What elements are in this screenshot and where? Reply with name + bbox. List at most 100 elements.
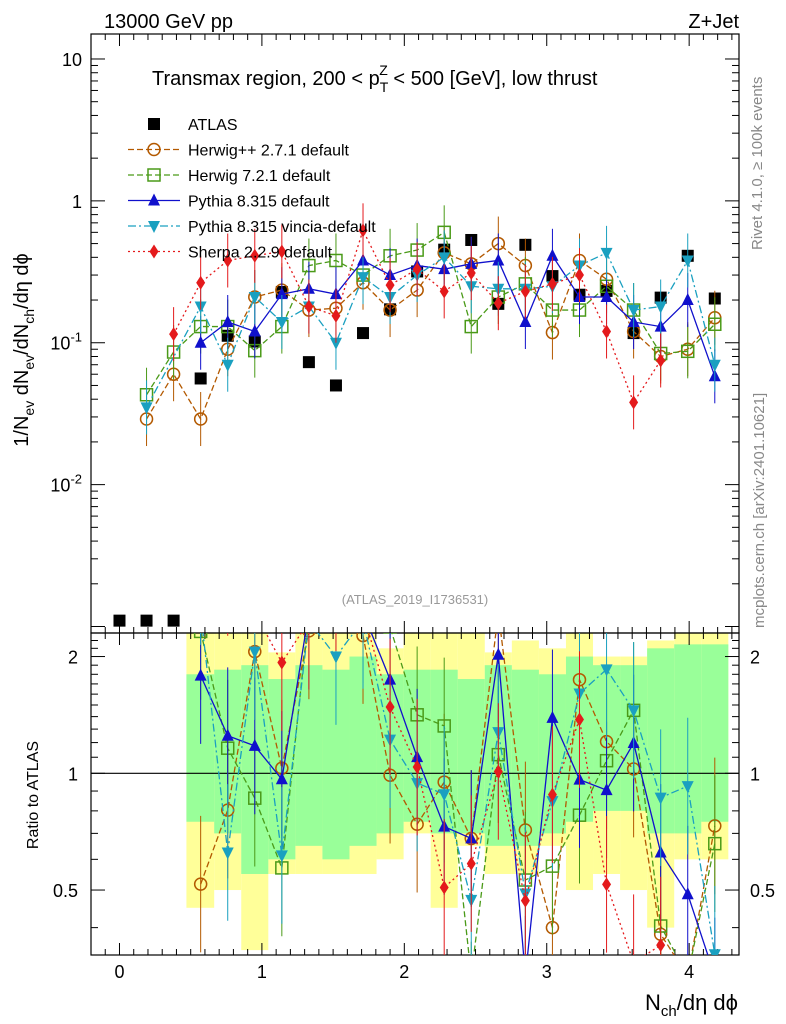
x-tick-label: 2 xyxy=(399,962,409,982)
ratio-point xyxy=(303,605,315,617)
data-point xyxy=(329,379,342,392)
series-line xyxy=(145,231,716,396)
legend-marker xyxy=(149,244,159,259)
legend-entry: ATLAS xyxy=(148,117,238,134)
x-tick-label: 1 xyxy=(257,962,267,982)
data-point xyxy=(680,344,695,359)
y-tick-label: 10-2 xyxy=(50,472,82,496)
data-point xyxy=(656,353,666,368)
series-line xyxy=(145,242,716,421)
ratio-point xyxy=(357,615,369,627)
data-point xyxy=(385,278,395,293)
legend-marker xyxy=(148,221,160,233)
legend-marker xyxy=(147,142,161,157)
ratio-point xyxy=(492,647,505,660)
data-point xyxy=(275,287,288,300)
title-sub: T xyxy=(380,79,389,95)
ratio-point xyxy=(331,605,340,619)
x-axis-label: Nch/dη dϕ xyxy=(645,990,738,1020)
ratio-point xyxy=(709,969,721,981)
y-tick-label: 1 xyxy=(72,192,82,212)
legend-marker xyxy=(148,193,160,206)
data-point xyxy=(493,296,503,311)
ratio-point xyxy=(574,712,584,727)
ratio-point xyxy=(547,787,557,802)
ratio-point xyxy=(465,970,477,982)
title-sup: Z xyxy=(379,62,388,78)
data-point xyxy=(629,395,639,410)
x-tick-label: 0 xyxy=(114,962,124,982)
ratio-point xyxy=(359,605,368,619)
data-series xyxy=(113,203,722,982)
y-tick-exponent: -1 xyxy=(70,330,82,345)
data-point xyxy=(654,301,667,314)
series-line xyxy=(200,254,716,377)
ratio-point xyxy=(708,949,721,955)
data-point xyxy=(466,266,476,281)
header-right: Z+Jet xyxy=(688,11,739,33)
legend: ATLAS Herwig++ 2.7.1 default Herwig 7.2.1 … xyxy=(128,117,376,262)
ratio-frame xyxy=(90,632,740,956)
ratio-point xyxy=(466,856,476,871)
analysis-id: (ATLAS_2019_I1736531) xyxy=(342,592,488,607)
data-point xyxy=(140,402,153,415)
ratio-uncertainty-bands xyxy=(186,633,729,951)
ratio-line xyxy=(200,633,716,955)
ratio-tick-label-right: 1 xyxy=(750,764,760,784)
ratio-line xyxy=(200,633,716,955)
data-point xyxy=(113,614,126,627)
data-point xyxy=(708,359,721,372)
ratio-y-axis-label: Ratio to ATLAS xyxy=(25,741,42,849)
data-point xyxy=(464,319,479,334)
ratio-point xyxy=(193,877,208,891)
side-label-rivet: Rivet 4.1.0, ≥ 100k events xyxy=(749,77,766,250)
legend-label: Pythia 8.315 vincia-default xyxy=(188,219,376,236)
legend-entry: Herwig++ 2.7.1 default xyxy=(128,143,350,160)
series-5-ratio xyxy=(227,605,666,970)
ratio-line xyxy=(202,633,716,955)
legend-marker xyxy=(147,168,161,182)
ratio-point xyxy=(248,738,261,751)
legend-label: Herwig 7.2.1 default xyxy=(188,168,331,185)
ratio-tick-label-left: 2 xyxy=(68,648,78,668)
ratio-point xyxy=(330,606,342,618)
ratio-point xyxy=(656,938,666,953)
y-tick-exponent: -2 xyxy=(70,472,82,487)
data-point xyxy=(331,308,341,323)
legend-label: Herwig++ 2.7.1 default xyxy=(188,143,350,160)
x-tick-label: 3 xyxy=(542,962,552,982)
data-point xyxy=(520,284,530,299)
ratio-point xyxy=(330,606,342,618)
data-point xyxy=(223,253,233,268)
ratio-point xyxy=(303,616,315,628)
ratio-point xyxy=(492,606,504,618)
plot-title: Transmax region, 200 < pTZ < 500 [GeV], … xyxy=(152,62,598,95)
data-point xyxy=(708,317,722,332)
ratio-point xyxy=(654,792,667,805)
ratio-tick-label-right: 0.5 xyxy=(750,881,775,901)
series-line xyxy=(145,252,716,408)
data-point xyxy=(140,614,153,627)
ratio-tick-label-left: 0.5 xyxy=(53,881,78,901)
legend-entry: Pythia 8.315 vincia-default xyxy=(128,219,376,236)
side-label-mcplots: mcplots.cern.ch [arXiv:2401.10621] xyxy=(751,393,768,628)
ratio-point xyxy=(194,668,207,681)
ratio-point xyxy=(627,705,640,718)
legend-entry: Pythia 8.315 default xyxy=(128,193,330,211)
data-point xyxy=(194,372,207,385)
series-0-main xyxy=(113,233,721,627)
ratio-point xyxy=(519,969,531,981)
ratio-line xyxy=(265,633,662,955)
data-point xyxy=(681,293,694,306)
legend-marker xyxy=(148,118,160,130)
ratio-point xyxy=(330,605,342,617)
ratio-point xyxy=(629,956,638,970)
data-point xyxy=(194,335,207,348)
y-tick-label: 10 xyxy=(62,50,82,70)
data-point xyxy=(167,614,180,627)
ratio-point xyxy=(303,606,315,618)
title-end: < 500 [GeV], low thrust xyxy=(388,68,598,90)
y-axis-label: 1/Nev dNev/dNch/dη dϕ xyxy=(11,253,37,446)
legend-label: Sherpa 2.2.9 default xyxy=(188,245,333,262)
